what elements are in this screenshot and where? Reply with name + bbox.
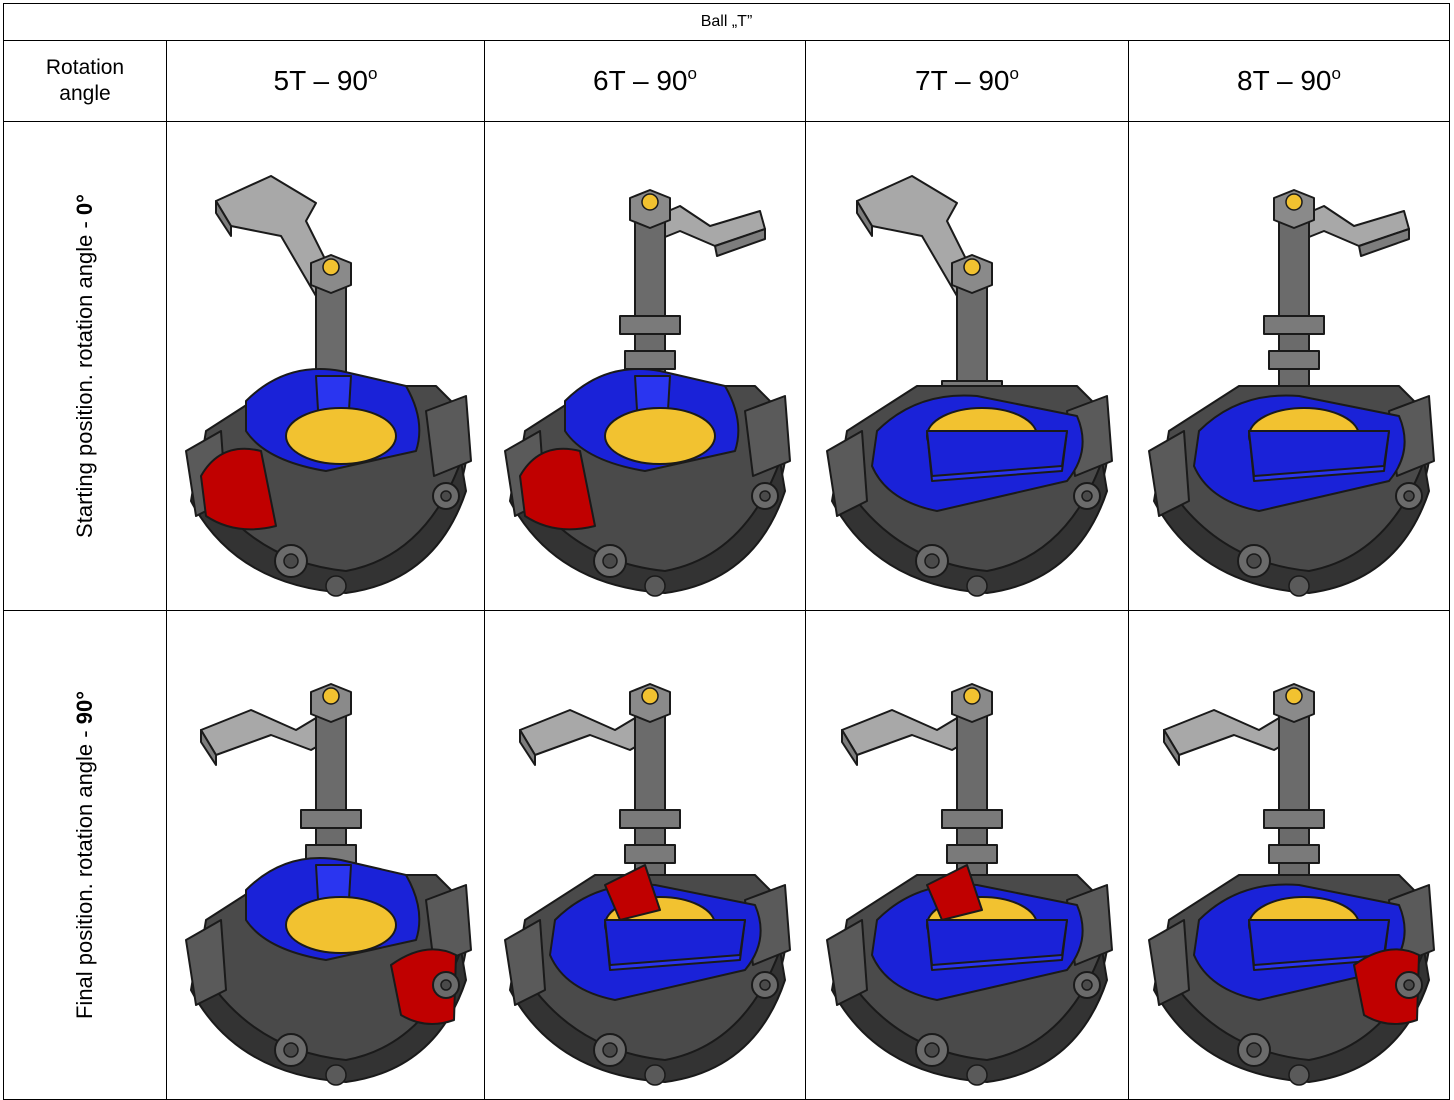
row-label-starting: Starting position. rotation angle - 0°: [3, 121, 167, 611]
ball-valve-6t-final-image: [484, 610, 806, 1100]
rotation-angle-line1: Rotation: [45, 55, 125, 79]
column-header-6t: 6T – 90o: [484, 40, 806, 122]
ball-valve-5t-final-image: [166, 610, 485, 1100]
ball-valve-6t-start-image: [484, 121, 806, 611]
ball-valve-5t-start-image: [166, 121, 485, 611]
column-header-5t: 5T – 90o: [166, 40, 485, 122]
ball-valve-7t-start-image: [805, 121, 1129, 611]
rotation-angle-header: Rotation angle: [3, 40, 167, 122]
column-header-8t: 8T – 90o: [1128, 40, 1450, 122]
column-header-7t: 7T – 90o: [805, 40, 1129, 122]
table-title: Ball „T”: [3, 3, 1450, 41]
ball-valve-8t-start-image: [1128, 121, 1450, 611]
ball-valve-8t-final-image: [1128, 610, 1450, 1100]
ball-t-table: Ball „T” Rotation angle 5T – 90o 6T – 90…: [3, 3, 1450, 1100]
ball-valve-7t-final-image: [805, 610, 1129, 1100]
rotation-angle-line2: angle: [59, 82, 111, 105]
row-label-final: Final position. rotation angle - 90°: [3, 610, 167, 1100]
